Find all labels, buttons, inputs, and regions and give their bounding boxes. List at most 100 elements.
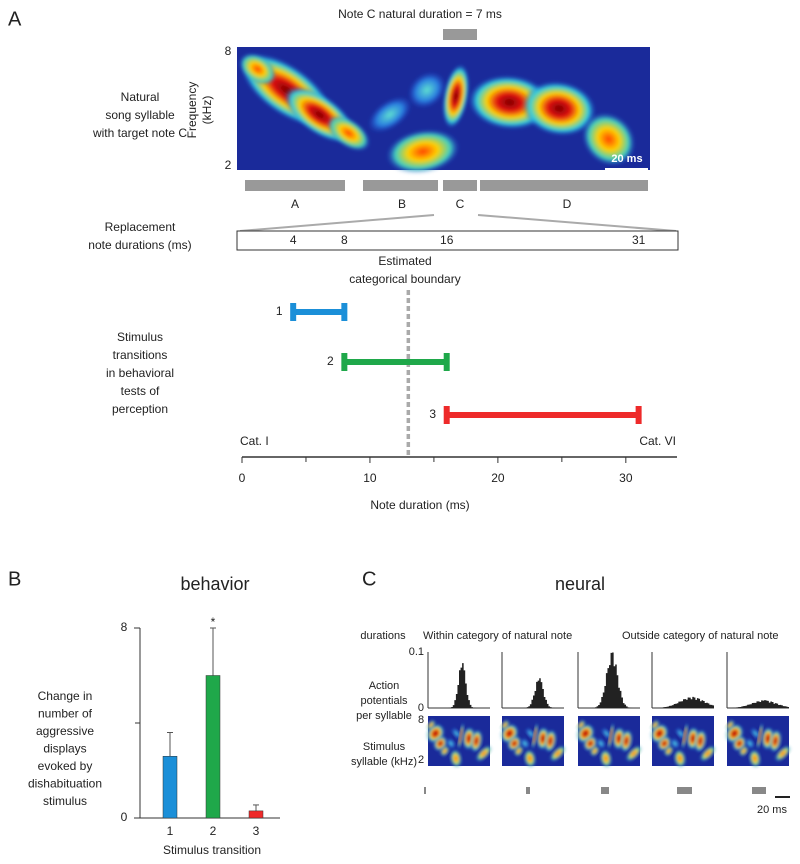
transitions-label: in behavioral (106, 366, 174, 380)
spectrogram-image (650, 716, 716, 768)
transitions-label: perception (112, 402, 168, 416)
category-label: Cat. I (240, 434, 269, 448)
scale-bar-label: 20 ms (757, 804, 787, 816)
spectrogram-blob (386, 129, 460, 174)
spectrogram-label: Natural (121, 90, 160, 104)
y-axis-label: displays (43, 742, 86, 756)
frequency-label: Frequency (185, 82, 199, 139)
y-axis-label: aggressive (36, 724, 94, 738)
spectrogram-blob (670, 738, 680, 749)
duration-box (236, 230, 679, 251)
spectrogram-label: song syllable (105, 108, 175, 122)
wedge-line (477, 214, 677, 232)
replacement-duration: 4 (290, 233, 297, 247)
freq-tick: 8 (225, 44, 232, 58)
freq-tick: 8 (418, 714, 424, 726)
annotation: * (211, 615, 216, 629)
spectrogram-blob (664, 746, 674, 756)
spectrogram-blob (531, 722, 538, 750)
spectrogram-blob (544, 730, 557, 752)
spectrogram-blob (442, 64, 470, 129)
duration-bar (424, 787, 426, 794)
panel-title: neural (555, 574, 605, 594)
transitions-label: tests of (121, 384, 160, 398)
spectrogram-blob (450, 749, 462, 768)
replacement-label: note durations (ms) (88, 238, 191, 252)
row-label: Stimulus (363, 741, 406, 753)
spectrogram-blob (607, 722, 614, 750)
freq-tick: 2 (225, 158, 232, 172)
spectrogram-blob (674, 749, 686, 768)
spectrogram (237, 47, 650, 174)
spectrogram-blob (368, 96, 412, 133)
wedge-line (239, 214, 435, 232)
note-letter: C (456, 197, 465, 211)
y-axis-label: Change in (38, 689, 93, 703)
natural-duration-bar (443, 29, 477, 40)
note-letter: A (291, 197, 299, 211)
spectrogram-blob (739, 746, 749, 756)
spectrogram-blob (620, 730, 633, 752)
panel-title: behavior (180, 574, 249, 594)
group-label: Outside category of natural note (622, 630, 779, 642)
transition-label: 2 (327, 354, 334, 368)
transition-label: 1 (276, 304, 283, 318)
y-axis-label: dishabituation (28, 777, 102, 791)
replacement-duration: 31 (632, 233, 646, 247)
spectrogram-blob (239, 52, 277, 86)
spectrogram-blob (756, 722, 763, 750)
spectrogram-image (500, 716, 566, 768)
x-axis-label: Note duration (ms) (370, 498, 469, 512)
panel-label: A (8, 8, 22, 30)
panel-label: B (8, 568, 21, 590)
bar (205, 675, 221, 819)
spectrogram-blob (470, 730, 483, 752)
spectrogram-image (426, 716, 492, 768)
histogram (502, 678, 564, 708)
spectrogram-blob (581, 112, 636, 166)
note-bar (245, 180, 345, 191)
spectrogram-blob (749, 749, 761, 768)
histogram (727, 700, 789, 708)
histogram (428, 663, 490, 708)
y-tick-label: 0.1 (409, 646, 424, 658)
spectrogram-blob (520, 738, 530, 749)
x-axis-label: Stimulus transition (163, 843, 261, 857)
spectrogram-blob (596, 738, 606, 749)
spectrogram-blob (700, 745, 716, 762)
spectrogram-blob (476, 745, 492, 762)
spectrogram-blob (651, 720, 660, 730)
spectrogram-blob (775, 745, 791, 762)
spectrogram-blob (408, 71, 446, 109)
row-label: Action (369, 680, 400, 692)
note-bar (480, 180, 648, 191)
row-label: potentials (360, 695, 408, 707)
replacement-duration: 8 (341, 233, 348, 247)
spectrogram-blob (524, 749, 536, 768)
x-tick-label: 30 (619, 471, 633, 485)
spectrogram-image (576, 716, 642, 768)
group-label: Within category of natural note (423, 630, 572, 642)
bar (162, 756, 178, 819)
spectrogram-blob (681, 722, 688, 750)
x-tick-label: 20 (491, 471, 505, 485)
duration-bar (677, 787, 692, 794)
scale-bar-label: 20 ms (611, 153, 642, 165)
spectrogram-blob (769, 730, 782, 752)
spectrogram-blob (694, 730, 707, 752)
y-axis-label: evoked by (38, 759, 93, 773)
y-axis-label: number of (38, 707, 93, 721)
spectrogram-blob (745, 738, 755, 749)
spectrogram-blob (440, 746, 450, 756)
spectrogram-image (237, 47, 650, 174)
note-letter: B (398, 197, 406, 211)
boundary-label: categorical boundary (349, 272, 460, 286)
category-label: Cat. VI (639, 434, 676, 448)
duration-bar (752, 787, 766, 794)
row-label: syllable (kHz) (351, 756, 417, 768)
x-tick-label: 0 (239, 471, 246, 485)
duration-bar (601, 787, 609, 794)
replacement-duration: 16 (440, 233, 454, 247)
transitions-label: transitions (113, 348, 168, 362)
